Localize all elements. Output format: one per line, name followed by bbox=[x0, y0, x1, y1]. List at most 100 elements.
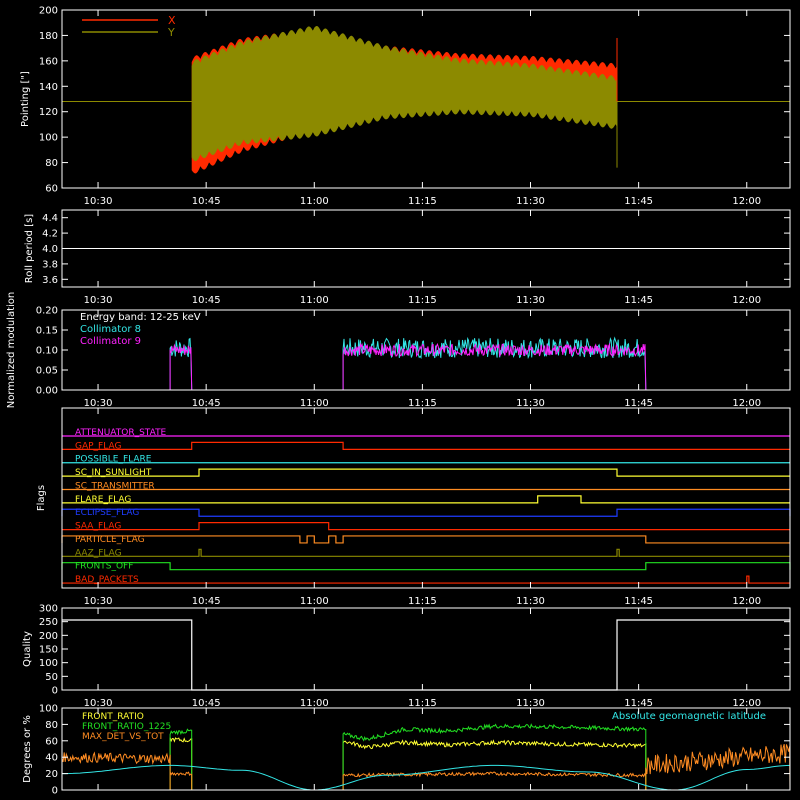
roll-xtick-label: 11:45 bbox=[624, 295, 653, 306]
flags-xtick-label: 12:00 bbox=[732, 596, 761, 607]
flags-xtick-label: 10:45 bbox=[192, 596, 221, 607]
ratio-legend-4: Absolute geomagnetic latitude bbox=[612, 711, 766, 722]
ratio-series-1 bbox=[62, 737, 790, 791]
flag-line-saa-flag bbox=[62, 521, 790, 531]
flags-xtick-label: 10:30 bbox=[84, 596, 113, 607]
quality-xtick-label: 11:45 bbox=[624, 698, 653, 709]
pointing-ytick-label: 140 bbox=[39, 82, 58, 93]
pointing-series-y bbox=[191, 26, 617, 162]
flag-label-fronts-off: FRONTS_OFF bbox=[75, 562, 133, 572]
roll-xtick-label: 12:00 bbox=[732, 295, 761, 306]
flag-line-fronts-off bbox=[61, 562, 791, 571]
quality-ytick-label: 200 bbox=[39, 631, 58, 642]
modulation-ytick-label: 0.20 bbox=[36, 306, 58, 317]
roll-xtick-label: 11:00 bbox=[300, 295, 329, 306]
flags-xtick-label: 11:00 bbox=[300, 596, 329, 607]
pointing-ylabel: Pointing ["] bbox=[20, 71, 31, 127]
flags-xtick-label: 11:30 bbox=[516, 596, 545, 607]
pointing-xtick-label: 10:45 bbox=[192, 196, 221, 207]
pointing-frame bbox=[61, 9, 791, 189]
modulation-legend-1: Collimator 8 bbox=[80, 324, 141, 335]
flag-label-flare-flag: FLARE_FLAG bbox=[75, 495, 131, 505]
flag-line-eclipse-flag bbox=[61, 508, 791, 517]
flag-label-particle-flag: PARTICLE_FLAG bbox=[75, 535, 145, 545]
pointing-ytick-label: 60 bbox=[45, 184, 58, 195]
ratio-series-4 bbox=[62, 764, 791, 791]
ratios-ytick-label: 80 bbox=[45, 720, 58, 731]
quality-xtick-label: 11:00 bbox=[300, 698, 329, 709]
flag-label-bad-packets: BAD_PACKETS bbox=[75, 575, 139, 585]
flag-line-bad-packets bbox=[62, 575, 790, 584]
flag-label-aaz-flag: AAZ_FLAG bbox=[75, 548, 122, 558]
quality-ytick-label: 100 bbox=[39, 658, 58, 669]
quality-ytick-label: 250 bbox=[39, 617, 58, 628]
modulation-legend-2: Collimator 9 bbox=[80, 336, 141, 347]
pointing-ytick-label: 100 bbox=[39, 133, 58, 144]
flag-line-aaz-flag bbox=[62, 548, 790, 557]
quality-xtick-label: 10:45 bbox=[192, 698, 221, 709]
modulation-xtick-label: 11:45 bbox=[624, 398, 653, 409]
modulation-ytick-label: 0.10 bbox=[36, 346, 58, 357]
flag-line-sc-in-sunlight bbox=[62, 468, 790, 477]
quality-ylabel: Quality bbox=[22, 631, 33, 667]
ratio-series-3 bbox=[61, 743, 791, 791]
roll-ytick-label: 3.8 bbox=[42, 259, 58, 270]
modulation-series-2 bbox=[62, 342, 790, 391]
pointing-ytick-label: 180 bbox=[39, 31, 58, 42]
ratios-ylabel: Degrees or % bbox=[22, 715, 33, 783]
flag-label-saa-flag: SAA_FLAG bbox=[75, 522, 121, 532]
flags-xtick-label: 11:15 bbox=[408, 596, 437, 607]
roll-ytick-label: 4.4 bbox=[42, 213, 58, 224]
pointing-ytick-label: 120 bbox=[39, 107, 58, 118]
flag-line-gap-flag bbox=[62, 441, 790, 450]
flag-line-particle-flag bbox=[61, 535, 790, 544]
flag-label-eclipse-flag: ECLIPSE_FLAG bbox=[75, 508, 139, 518]
roll-ytick-label: 3.6 bbox=[42, 275, 58, 286]
quality-ytick-label: 50 bbox=[45, 672, 58, 683]
quality-line bbox=[62, 619, 790, 691]
roll-ytick-label: 4.0 bbox=[42, 244, 58, 255]
ratios-frame bbox=[61, 707, 791, 791]
flags-frame bbox=[61, 407, 791, 589]
flag-label-possible-flare: POSSIBLE_FLARE bbox=[75, 455, 152, 465]
ratio-legend-3: MAX_DET_VS_TOT bbox=[82, 732, 164, 742]
ratios-ytick-label: 100 bbox=[39, 704, 58, 715]
modulation-ytick-label: 0.00 bbox=[36, 386, 58, 397]
roll-ytick-label: 4.2 bbox=[42, 229, 58, 240]
pointing-xtick-label: 12:00 bbox=[732, 196, 761, 207]
pointing-xtick-label: 11:00 bbox=[300, 196, 329, 207]
pointing-ytick-label: 80 bbox=[45, 158, 58, 169]
ratios-ytick-label: 0 bbox=[52, 786, 58, 797]
modulation-energy-band: Energy band: 12-25 keV bbox=[80, 312, 201, 323]
flag-label-attenuator-state: ATTENUATOR_STATE bbox=[75, 428, 167, 438]
flag-line-flare-flag bbox=[62, 495, 790, 504]
quality-ytick-label: 0 bbox=[52, 686, 58, 697]
quality-ytick-label: 300 bbox=[39, 604, 58, 615]
roll-xtick-label: 10:30 bbox=[84, 295, 113, 306]
modulation-ytick-label: 0.05 bbox=[36, 366, 58, 377]
flag-label-sc-in-sunlight: SC_IN_SUNLIGHT bbox=[75, 468, 152, 478]
quality-xtick-label: 10:30 bbox=[84, 698, 113, 709]
modulation-xtick-label: 11:15 bbox=[408, 398, 437, 409]
quality-xtick-label: 12:00 bbox=[732, 698, 761, 709]
quality-xtick-label: 11:30 bbox=[516, 698, 545, 709]
modulation-ylabel: Normalized modulation bbox=[6, 292, 17, 409]
modulation-xtick-label: 12:00 bbox=[732, 398, 761, 409]
quality-ytick-label: 150 bbox=[39, 645, 58, 656]
flag-label-gap-flag: GAP_FLAG bbox=[75, 441, 121, 451]
modulation-xtick-label: 10:45 bbox=[192, 398, 221, 409]
flags-xtick-label: 11:45 bbox=[624, 596, 653, 607]
pointing-xtick-label: 11:45 bbox=[624, 196, 653, 207]
roll-xtick-label: 10:45 bbox=[192, 295, 221, 306]
flag-label-sc-transmitter: SC_TRANSMITTER bbox=[75, 481, 155, 491]
pointing-xtick-label: 11:15 bbox=[408, 196, 437, 207]
modulation-xtick-label: 10:30 bbox=[84, 398, 113, 409]
legend-label-y: Y bbox=[167, 26, 175, 39]
ratios-ytick-label: 20 bbox=[45, 769, 58, 780]
roll-xtick-label: 11:15 bbox=[408, 295, 437, 306]
ratio-legend-1: FRONT_RATIO bbox=[82, 712, 144, 722]
pointing-ytick-label: 160 bbox=[39, 56, 58, 67]
ratio-series-2 bbox=[62, 723, 790, 791]
modulation-ytick-label: 0.15 bbox=[36, 326, 58, 337]
roll-xtick-label: 11:30 bbox=[516, 295, 545, 306]
